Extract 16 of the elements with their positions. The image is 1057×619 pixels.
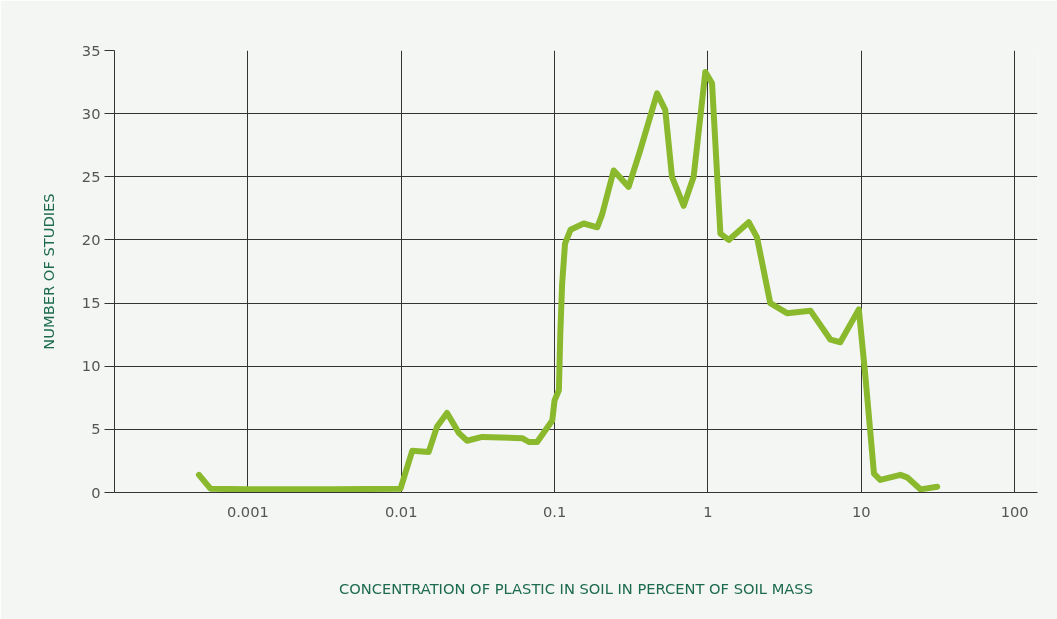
y-axis-title: NUMBER OF STUDIES [39,193,57,350]
y-tick-label: 30 [81,104,101,122]
x-tick-label: 0.1 [542,502,567,520]
x-tick-label: 1 [703,502,713,520]
y-tick-label: 10 [81,357,101,375]
y-tick-label: 0 [91,483,101,501]
y-tick-label: 25 [81,167,101,185]
x-tick-label: 100 [1000,502,1029,520]
y-tick-label: 15 [81,294,101,312]
x-tick-label: 10 [851,502,871,520]
y-tick-label: 35 [81,41,101,59]
x-tick-label: 0.001 [226,502,269,520]
x-axis-title: CONCENTRATION OF PLASTIC IN SOIL IN PERCENT OF SOIL MASS [339,579,813,597]
y-tick-label: 5 [91,420,101,438]
y-tick-label: 20 [81,230,101,248]
x-tick-label: 0.01 [384,502,418,520]
